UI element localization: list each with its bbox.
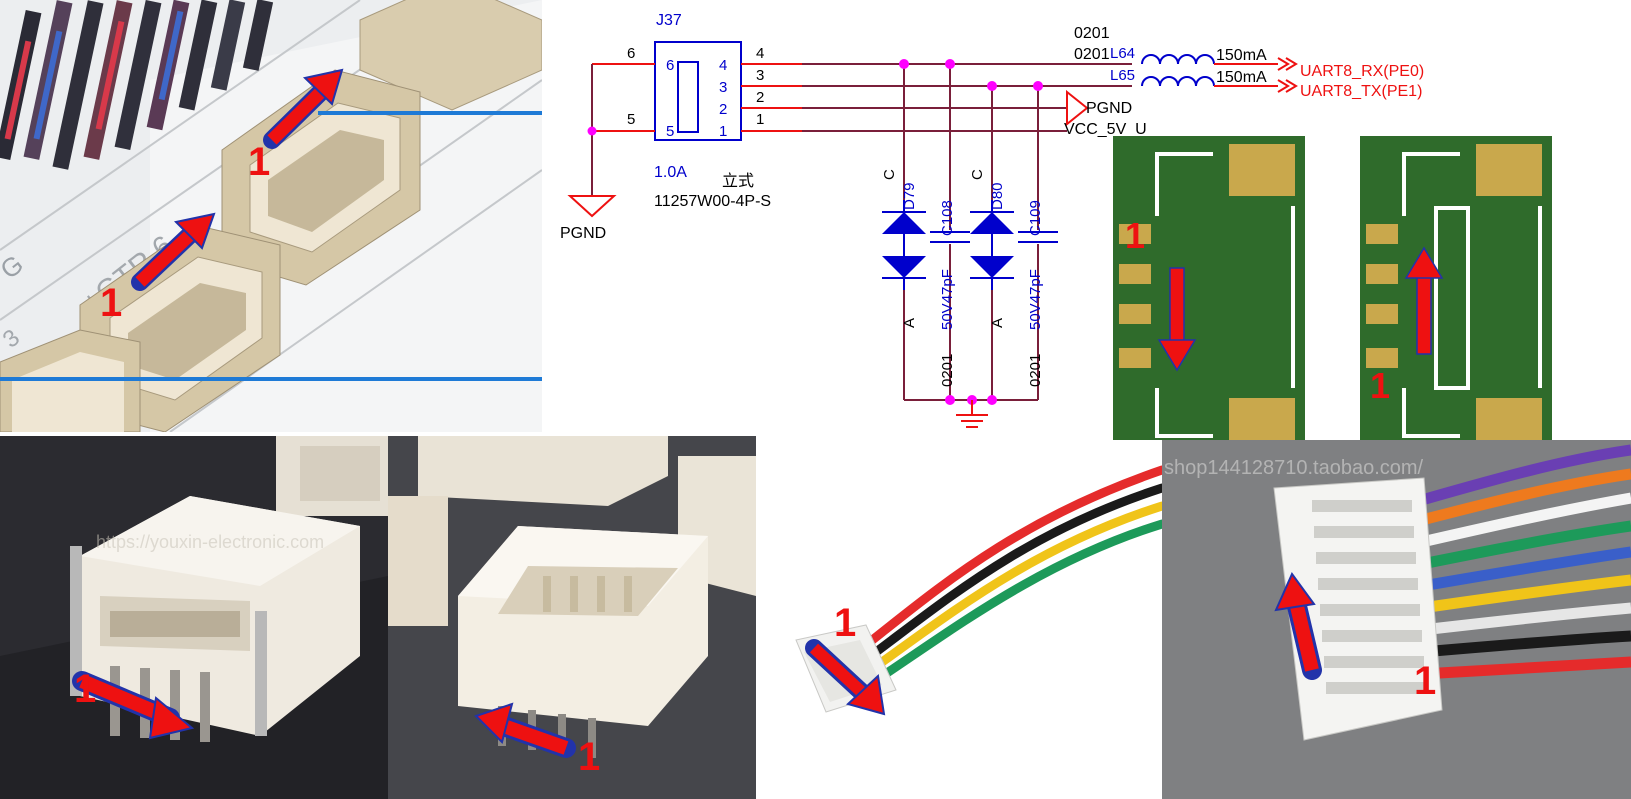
connector-symbol	[654, 41, 742, 141]
connector-orientation: 立式	[722, 172, 754, 190]
d79-anode: A	[901, 318, 918, 328]
d80-ref: D80	[989, 182, 1006, 210]
inductor-coil-1	[1141, 54, 1215, 65]
current-2: 150mA	[1216, 69, 1267, 86]
current-1: 150mA	[1216, 47, 1267, 64]
pin1-label-board-top: 1	[248, 140, 270, 184]
c108-ref: C108	[939, 200, 956, 236]
gnd-symbol-left	[567, 195, 617, 218]
pin1-arrow-cable	[805, 639, 886, 716]
photo-multiwire-plug: shop144128710.taobao.com/ 1	[1162, 440, 1631, 799]
d79-ref: D79	[901, 182, 918, 210]
inductor-pkg-1: 0201	[1074, 25, 1110, 42]
pin1-arrow-multiwire	[1274, 572, 1322, 680]
footprint-pad-mount-top	[1229, 144, 1295, 196]
d79-cathode: C	[881, 169, 898, 180]
inner-pin-4: 4	[719, 57, 727, 74]
net-tx: UART8_TX(PE1)	[1300, 83, 1422, 100]
photo-connector-dark: https://youxin-electronic.com 1	[0, 436, 388, 799]
pgnd-label-left: PGND	[560, 225, 606, 242]
tvs-diode-d79	[882, 200, 926, 290]
connector-ref: J37	[656, 12, 682, 29]
tvs-diode-d80	[970, 200, 1014, 290]
c109-ref: C109	[1027, 200, 1044, 236]
connector-housing-top	[221, 0, 542, 286]
pin1-label-photo-grey: 1	[578, 735, 600, 779]
vcc-label: VCC_5V_U	[1064, 121, 1147, 138]
multiwire-cable	[1420, 444, 1631, 680]
schematic-right-part: 150mA 150mA UART8_RX(PE0) UART8_TX(PE1)	[1141, 47, 1424, 100]
pin1-arrow-board-mid	[131, 212, 216, 291]
c109-pkg: 0201	[1027, 354, 1044, 387]
inductor-ref-2: L65	[1110, 67, 1135, 84]
c108-value: 50V47pF	[939, 269, 956, 330]
capacitor-c108	[930, 230, 970, 244]
pgnd-label-bus: PGND	[1086, 100, 1132, 117]
watermark-taobao: shop144128710.taobao.com/	[1164, 457, 1424, 479]
pin1-arrow-footprint-right	[1404, 246, 1444, 355]
photo-cable-plug: 1	[756, 440, 1162, 799]
inner-pin-5: 5	[666, 123, 674, 140]
pin1-label-footprint-right: 1	[1370, 365, 1390, 406]
board-render: G +GTR 6 +GTR 8 3	[0, 0, 542, 432]
pin-num-1: 1	[756, 111, 764, 128]
pin-num-3: 3	[756, 67, 764, 84]
inductor-pkg-2: 0201	[1074, 46, 1110, 63]
pin1-label-multiwire: 1	[1414, 659, 1436, 703]
inner-pin-2: 2	[719, 101, 727, 118]
connector-part-number: 11257W00-4P-S	[654, 193, 771, 210]
pin1-label-photo-dark: 1	[74, 667, 96, 711]
pin1-label-cable: 1	[834, 601, 856, 645]
d80-cathode: C	[969, 169, 986, 180]
pin-num-2: 2	[756, 89, 764, 106]
inner-pin-6: 6	[666, 57, 674, 74]
board-render-panel: G +GTR 6 +GTR 8 3	[0, 0, 542, 432]
pin1-arrow-photo-dark	[72, 671, 195, 740]
pin1-arrow-footprint-left	[1157, 267, 1197, 372]
pin-num-4: 4	[756, 45, 764, 62]
footprint-right-panel: 1	[1360, 136, 1552, 458]
schematic: J37 1.0A 立式 11257W00-4P-S 6 5 4 3 2 1 6 …	[560, 12, 1152, 242]
c109-value: 50V47pF	[1027, 269, 1044, 330]
inductor-ref-1: L64	[1110, 45, 1135, 62]
photo-connector-grey: 1	[388, 436, 756, 799]
pin1-arrow-photo-grey	[474, 702, 576, 758]
pin1-label-board-mid: 1	[100, 281, 122, 325]
pin1-label-footprint-left: 1	[1125, 215, 1145, 256]
watermark-youxin: https://youxin-electronic.com	[96, 532, 324, 552]
pin-num-6: 6	[627, 45, 635, 62]
inner-pin-1: 1	[719, 123, 727, 140]
protection-components: C D79 A C108 50V47pF 0201 C D80 A C109 5…	[881, 59, 1058, 428]
footprint-left-panel: 1	[1113, 136, 1305, 458]
cable-wires	[861, 465, 1162, 680]
pgnd-flag	[1066, 89, 1089, 127]
inductor-coil-2	[1141, 76, 1215, 87]
c108-pkg: 0201	[939, 354, 956, 387]
d80-anode: A	[989, 318, 1006, 328]
connector-rating: 1.0A	[654, 164, 687, 181]
net-rx: UART8_RX(PE0)	[1300, 63, 1424, 80]
inner-pin-3: 3	[719, 79, 727, 96]
ground-symbol	[956, 400, 988, 428]
pin-num-5: 5	[627, 111, 635, 128]
schematic-panel: J37 1.0A 立式 11257W00-4P-S 6 5 4 3 2 1 6 …	[542, 0, 1152, 440]
capacitor-c109	[1018, 230, 1058, 244]
pin1-arrow-board-top	[263, 68, 344, 149]
